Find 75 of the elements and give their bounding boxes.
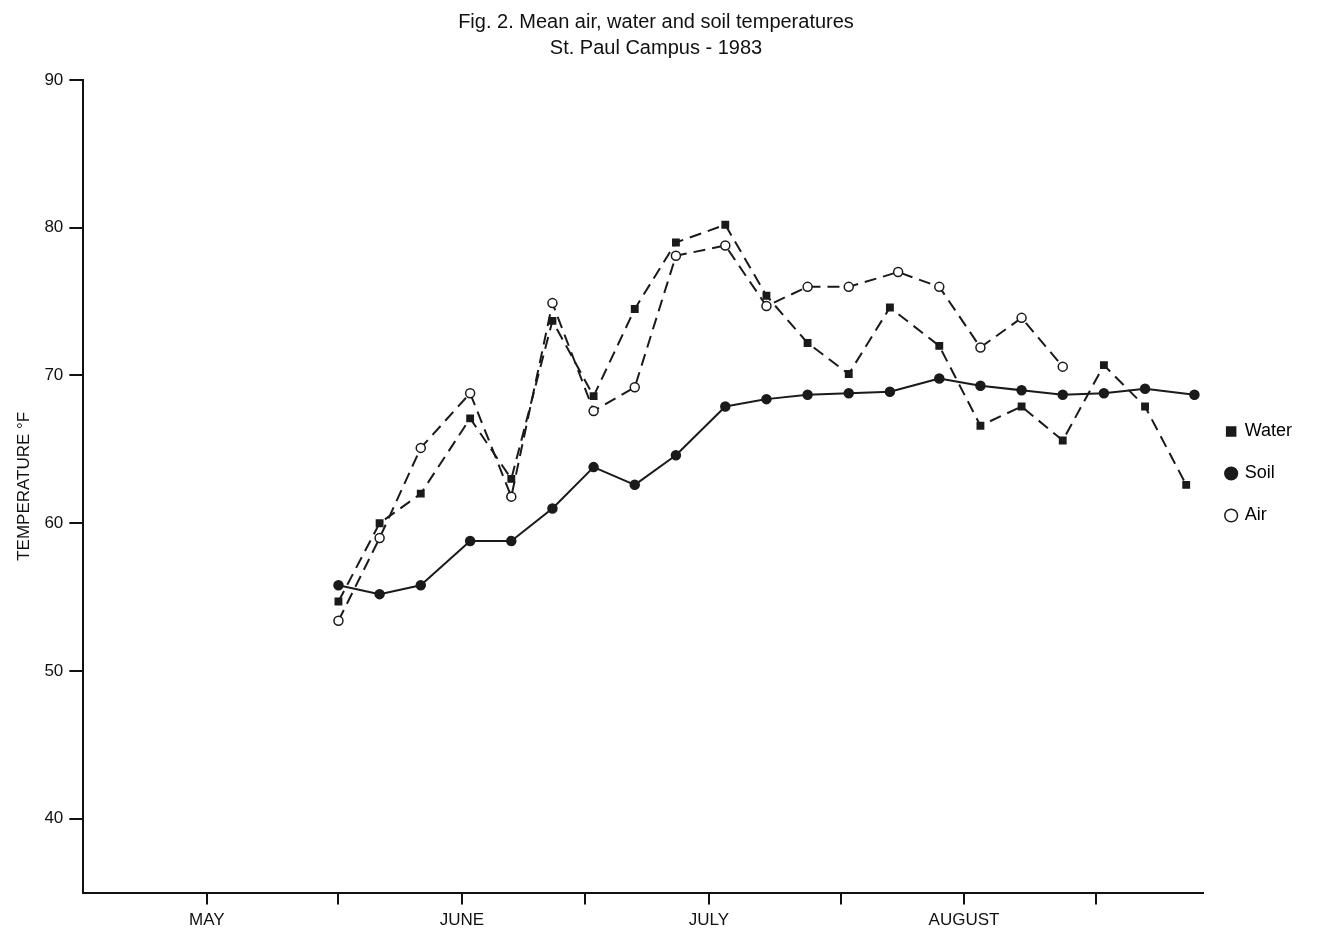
point [934, 373, 945, 384]
point [415, 442, 427, 454]
point [761, 393, 772, 405]
point [1098, 387, 1110, 399]
point [333, 615, 344, 626]
point [589, 392, 598, 401]
point [1016, 312, 1027, 324]
point [630, 305, 639, 313]
y-tick-label: 50 [44, 660, 64, 680]
point [843, 281, 854, 293]
point [588, 405, 599, 417]
x-tick-label: JUNE [439, 910, 485, 930]
point [670, 250, 682, 262]
point [803, 339, 812, 347]
point [1182, 480, 1191, 489]
y-tick-label: 80 [44, 217, 64, 237]
point [464, 535, 476, 547]
point [975, 380, 986, 392]
legend-label: Soil [1244, 462, 1275, 483]
x-tick-label: JULY [688, 910, 729, 930]
point [1057, 361, 1068, 372]
point [1141, 402, 1149, 411]
legend-label: Air [1244, 504, 1267, 525]
chart-title: Fig. 2. Mean air, water and soil temperatures [458, 9, 854, 32]
point [416, 489, 425, 498]
point [1189, 389, 1200, 400]
point [1139, 383, 1151, 395]
point [464, 387, 476, 399]
point [333, 580, 344, 591]
point [507, 474, 516, 483]
point [885, 303, 894, 312]
legend-label: Water [1244, 420, 1293, 441]
point [1016, 385, 1027, 396]
x-tick-label: MAY [188, 910, 225, 930]
point [375, 519, 384, 528]
point [374, 588, 385, 600]
point [1058, 436, 1067, 445]
point [547, 297, 558, 309]
point [1057, 389, 1068, 400]
point [506, 491, 517, 502]
point [802, 389, 813, 400]
point [670, 450, 682, 461]
x-tick-label: AUGUST [928, 910, 1000, 930]
point [802, 281, 813, 293]
point [975, 342, 986, 353]
y-tick-label: 90 [44, 69, 64, 89]
point [629, 382, 641, 393]
point [671, 238, 680, 247]
point [935, 342, 944, 350]
chart-subtitle: St. Paul Campus - 1983 [549, 35, 763, 58]
point [721, 220, 730, 229]
point [374, 532, 385, 544]
point [547, 503, 558, 514]
point [762, 291, 771, 300]
point [720, 401, 731, 412]
point [884, 386, 896, 397]
y-tick-label: 60 [44, 512, 64, 532]
y-tick-label: 40 [44, 808, 64, 828]
point [1017, 402, 1026, 411]
point [843, 387, 854, 399]
point [506, 535, 517, 547]
point [629, 479, 641, 491]
point [548, 316, 557, 325]
point [1099, 361, 1108, 370]
point [976, 421, 985, 430]
point [844, 370, 853, 378]
y-tick-label: 70 [44, 365, 64, 385]
point [720, 240, 731, 251]
point [415, 580, 427, 591]
point [892, 266, 904, 278]
y-axis-title: TEMPERATURE °F [13, 411, 33, 561]
point [466, 414, 475, 423]
point [761, 300, 772, 312]
point [588, 461, 599, 473]
point [934, 281, 945, 293]
